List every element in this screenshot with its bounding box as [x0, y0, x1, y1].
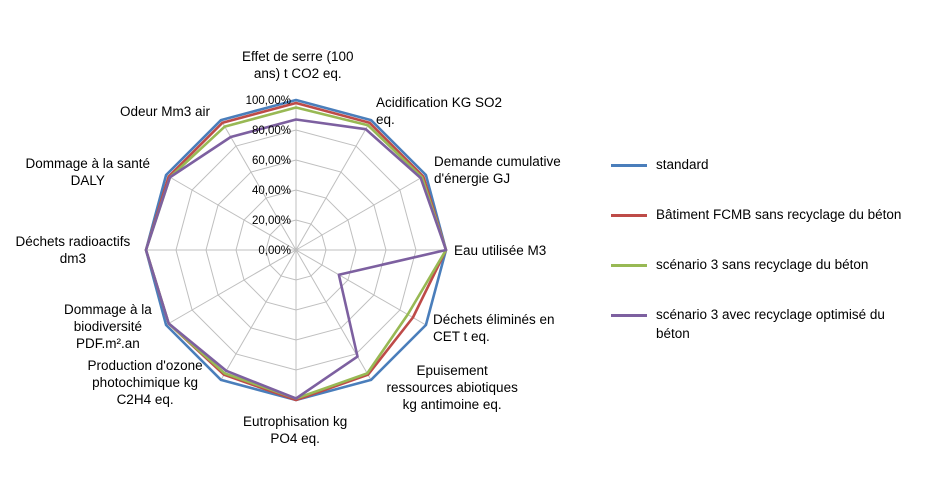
category-label-9-line-0: Déchets radioactifs: [15, 234, 131, 249]
category-label-8: Dommage à la biodiversité PDF.m².an: [64, 301, 152, 352]
category-label-5-line-1: ressources abiotiques: [386, 380, 518, 395]
legend-label-scenario3-avec: scénario 3 avec recyclage optimisé du bé…: [656, 305, 931, 343]
radial-tick-label-3: 60,00%: [252, 155, 291, 167]
category-label-1-line-1: eq.: [376, 112, 395, 127]
category-label-4-line-0: Déchets éliminés en: [433, 312, 555, 327]
category-label-5: Epuisement ressources abiotiques kg antimo…: [387, 362, 518, 413]
category-label-7-line-1: photochimique kg: [92, 375, 198, 390]
category-label-7-line-2: C2H4 eq.: [116, 392, 174, 407]
category-label-6-line-1: PO4 eq.: [270, 431, 320, 446]
category-label-3-line-0: Eau utilisée M3: [454, 243, 547, 258]
spoke-7: [220, 249, 297, 381]
spoke-10: [165, 174, 297, 251]
spoke-11: [220, 119, 297, 251]
category-label-11-line-0: Odeur Mm3 air: [120, 104, 211, 119]
category-label-4: Déchets éliminés en CET t eq.: [433, 311, 555, 345]
category-label-7: Production d'ozone photochimique kg C2H4 e…: [88, 357, 203, 408]
category-label-0: Effet de serre (100 ans) t CO2 eq.: [242, 48, 354, 82]
category-label-8-line-2: PDF.m².an: [76, 336, 140, 351]
category-label-2-line-0: Demande cumulative: [434, 154, 561, 169]
legend-label-standard: standard: [656, 157, 709, 172]
category-label-4-line-1: CET t eq.: [433, 329, 490, 344]
spoke-5: [295, 249, 372, 381]
category-label-9-line-1: dm3: [59, 251, 87, 266]
category-label-9: Déchets radioactifs dm3: [16, 233, 131, 267]
radial-tick-label-5: 100,00%: [246, 95, 291, 107]
category-label-5-line-0: Epuisement: [416, 363, 488, 378]
radial-tick-label-4: 80,00%: [252, 125, 291, 137]
spoke-4: [295, 249, 427, 326]
category-label-0-line-0: Effet de serre (100: [242, 49, 354, 64]
series-line-3: [144, 118, 448, 400]
legend-swatch-standard: [611, 164, 647, 167]
legend-swatch-batiment-fcmb: [611, 214, 647, 217]
legend-item-scenario3-sans: scénario 3 sans recyclage du béton: [611, 257, 931, 304]
legend-item-scenario3-avec: scénario 3 avec recyclage optimisé du bé…: [611, 307, 931, 354]
radar-spokes: [146, 100, 446, 400]
legend-label-scenario3-avec-line2: béton: [656, 326, 690, 341]
category-label-1: Acidification KG SO2 eq.: [376, 94, 502, 128]
spoke-2: [295, 174, 427, 251]
radar-series: [144, 98, 448, 402]
category-label-1-line-0: Acidification KG SO2: [376, 95, 503, 110]
category-label-0-line-1: ans) t CO2 eq.: [253, 66, 342, 81]
legend-swatch-scenario3-avec: [611, 314, 647, 317]
category-label-8-line-0: Dommage à la: [64, 302, 152, 317]
radial-tick-labels: 0,00% 20,00% 40,00% 60,00% 80,00% 100,00%: [246, 95, 291, 257]
category-label-10: Dommage à la santé DALY: [26, 155, 151, 189]
category-label-2-line-1: d'énergie GJ: [434, 171, 511, 186]
radial-tick-label-0: 0,00%: [258, 245, 291, 257]
category-label-6-line-0: Eutrophisation kg: [243, 414, 348, 429]
category-label-7-line-0: Production d'ozone: [87, 358, 203, 373]
category-label-3: Eau utilisée M3: [454, 242, 546, 259]
legend-label-scenario3-avec-line1: scénario 3 avec recyclage optimisé du: [656, 307, 885, 322]
spoke-1: [295, 119, 372, 251]
legend-label-scenario3-sans: scénario 3 sans recyclage du béton: [656, 257, 869, 272]
category-label-10-line-0: Dommage à la santé: [25, 156, 151, 171]
category-label-6: Eutrophisation kg PO4 eq.: [243, 413, 347, 447]
series-line-1: [144, 101, 448, 402]
category-label-2: Demande cumulative d'énergie GJ: [434, 153, 561, 187]
radial-tick-label-1: 20,00%: [252, 215, 291, 227]
legend-label-batiment-fcmb: Bâtiment FCMB sans recyclage du béton: [656, 207, 902, 222]
legend-swatch-scenario3-sans: [611, 264, 647, 267]
category-label-8-line-1: biodiversité: [73, 319, 143, 334]
spoke-8: [165, 249, 297, 326]
category-label-5-line-2: kg antimoine eq.: [402, 397, 502, 412]
legend-item-batiment-fcmb: Bâtiment FCMB sans recyclage du béton: [611, 207, 931, 254]
radial-tick-label-2: 40,00%: [252, 185, 291, 197]
category-label-11: Odeur Mm3 air: [120, 103, 210, 120]
legend-item-standard: standard: [611, 157, 931, 204]
category-label-10-line-1: DALY: [70, 173, 105, 188]
